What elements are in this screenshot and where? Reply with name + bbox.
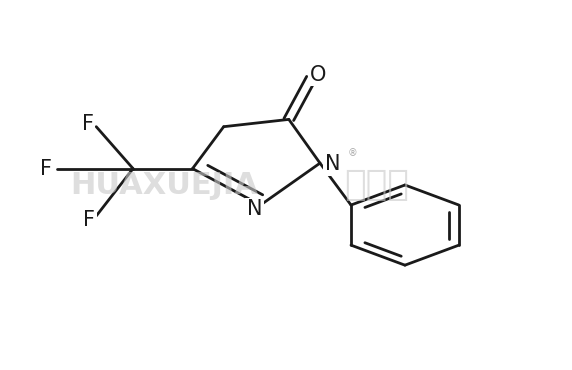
Text: ®: ® xyxy=(348,148,358,158)
Text: O: O xyxy=(310,65,327,85)
Text: HUAXUEJIA: HUAXUEJIA xyxy=(70,171,258,199)
Text: 化学加: 化学加 xyxy=(344,168,409,202)
Text: N: N xyxy=(247,199,263,219)
Text: F: F xyxy=(82,114,94,134)
Text: F: F xyxy=(41,159,53,179)
Text: N: N xyxy=(325,154,340,174)
Text: F: F xyxy=(84,210,96,230)
